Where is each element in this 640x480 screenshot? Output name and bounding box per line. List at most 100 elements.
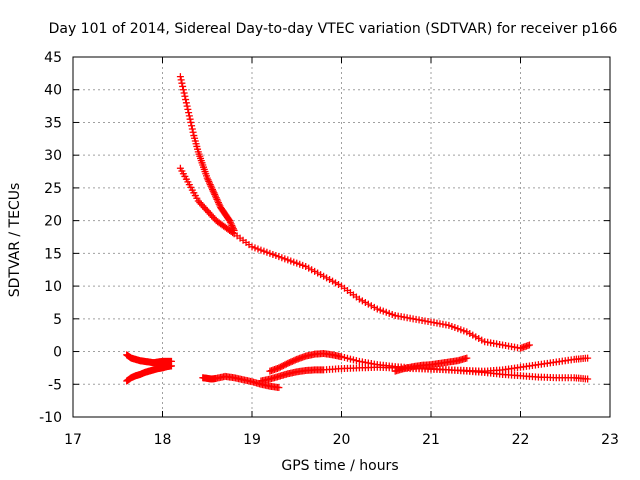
- data-point: [213, 195, 221, 203]
- data-point: [209, 187, 217, 195]
- data-point: [364, 300, 372, 308]
- data-point: [205, 179, 213, 187]
- data-point: [332, 279, 340, 287]
- data-point: [358, 297, 366, 305]
- data-point: [179, 82, 187, 90]
- data-point: [167, 362, 175, 370]
- data-point: [214, 197, 222, 205]
- data-point: [212, 194, 220, 202]
- data-point: [211, 190, 219, 198]
- data-point: [176, 73, 184, 81]
- data-point: [463, 354, 471, 362]
- y-tick-label: -5: [48, 377, 62, 393]
- series-arc-short-right: [391, 354, 471, 375]
- data-point: [275, 364, 283, 372]
- data-point: [203, 207, 211, 215]
- data-point: [228, 222, 236, 230]
- y-tick-label: 40: [44, 83, 62, 99]
- y-tick-label: 5: [53, 312, 62, 328]
- series-arc-left-lower: [123, 362, 175, 385]
- x-axis-ticks: 17 18 19 20 21 22 23: [64, 57, 619, 448]
- data-point: [229, 229, 237, 237]
- data-point: [188, 122, 196, 130]
- y-tick-label: 20: [44, 214, 62, 230]
- data-point: [194, 197, 202, 205]
- data-point: [314, 269, 322, 277]
- data-point: [188, 125, 196, 133]
- data-point: [227, 220, 235, 228]
- data-point: [204, 176, 212, 184]
- data-point: [248, 243, 256, 251]
- data-point: [226, 217, 234, 225]
- data-point: [275, 253, 283, 261]
- data-point: [214, 199, 222, 207]
- data-point: [448, 322, 456, 330]
- series-arc-rising: [257, 354, 592, 385]
- series-arc-hump: [266, 350, 592, 383]
- data-point: [296, 260, 304, 268]
- data-point: [177, 76, 185, 84]
- data-point: [186, 115, 194, 123]
- chart-title: Day 101 of 2014, Sidereal Day-to-day VTE…: [49, 21, 618, 37]
- data-point: [260, 247, 268, 255]
- data-point: [202, 205, 210, 213]
- data-point: [376, 306, 384, 314]
- data-point: [278, 362, 286, 370]
- x-tick-label: 19: [243, 432, 261, 448]
- data-point: [584, 375, 592, 383]
- data-point: [185, 112, 193, 120]
- data-point: [210, 189, 218, 197]
- y-tick-label: 15: [44, 246, 62, 262]
- data-point: [385, 309, 393, 317]
- y-tick-label: 30: [44, 148, 62, 164]
- data-point: [178, 79, 186, 87]
- data-point: [320, 272, 328, 280]
- data-point: [457, 326, 465, 334]
- data-point: [208, 186, 216, 194]
- series-arc-mid-dip: [199, 372, 283, 392]
- y-tick-label: -10: [39, 410, 62, 426]
- data-point: [454, 325, 462, 333]
- y-tick-label: 25: [44, 181, 62, 197]
- data-point: [323, 274, 331, 282]
- series-arc-steep-upper: [176, 73, 238, 234]
- data-point: [183, 102, 191, 110]
- data-marks: [123, 73, 592, 392]
- series-arc-long-descending: [176, 164, 533, 352]
- data-point: [278, 254, 286, 262]
- data-point: [287, 257, 295, 265]
- y-axis-label: SDTVAR / TECUs: [7, 183, 23, 298]
- data-point: [287, 358, 295, 366]
- data-point: [205, 177, 213, 185]
- data-point: [475, 334, 483, 342]
- data-point: [206, 181, 214, 189]
- x-tick-label: 17: [64, 432, 82, 448]
- data-point: [282, 360, 290, 368]
- data-point: [291, 356, 299, 364]
- data-point: [203, 174, 211, 182]
- data-point: [215, 200, 223, 208]
- y-tick-label: 10: [44, 279, 62, 295]
- data-point: [211, 192, 219, 200]
- x-tick-label: 22: [512, 432, 530, 448]
- plot-frame: [72, 56, 611, 418]
- data-point: [367, 302, 375, 310]
- data-point: [208, 184, 216, 192]
- data-point: [179, 86, 187, 94]
- data-point: [206, 210, 214, 218]
- chart-grid: [73, 57, 610, 417]
- series-arc-left-upper: [123, 351, 175, 367]
- y-axis-ticks: -10 -5 0 5 10 15 20 25 30 35 40 45: [39, 50, 610, 426]
- x-tick-label: 23: [601, 432, 619, 448]
- data-point: [181, 92, 189, 100]
- data-point: [182, 99, 190, 107]
- data-point: [184, 105, 192, 113]
- data-point: [275, 384, 283, 392]
- data-point: [226, 218, 234, 226]
- data-point: [185, 109, 193, 117]
- data-point: [466, 330, 474, 338]
- data-point: [197, 200, 205, 208]
- y-tick-label: 35: [44, 115, 62, 131]
- y-tick-label: 45: [44, 50, 62, 66]
